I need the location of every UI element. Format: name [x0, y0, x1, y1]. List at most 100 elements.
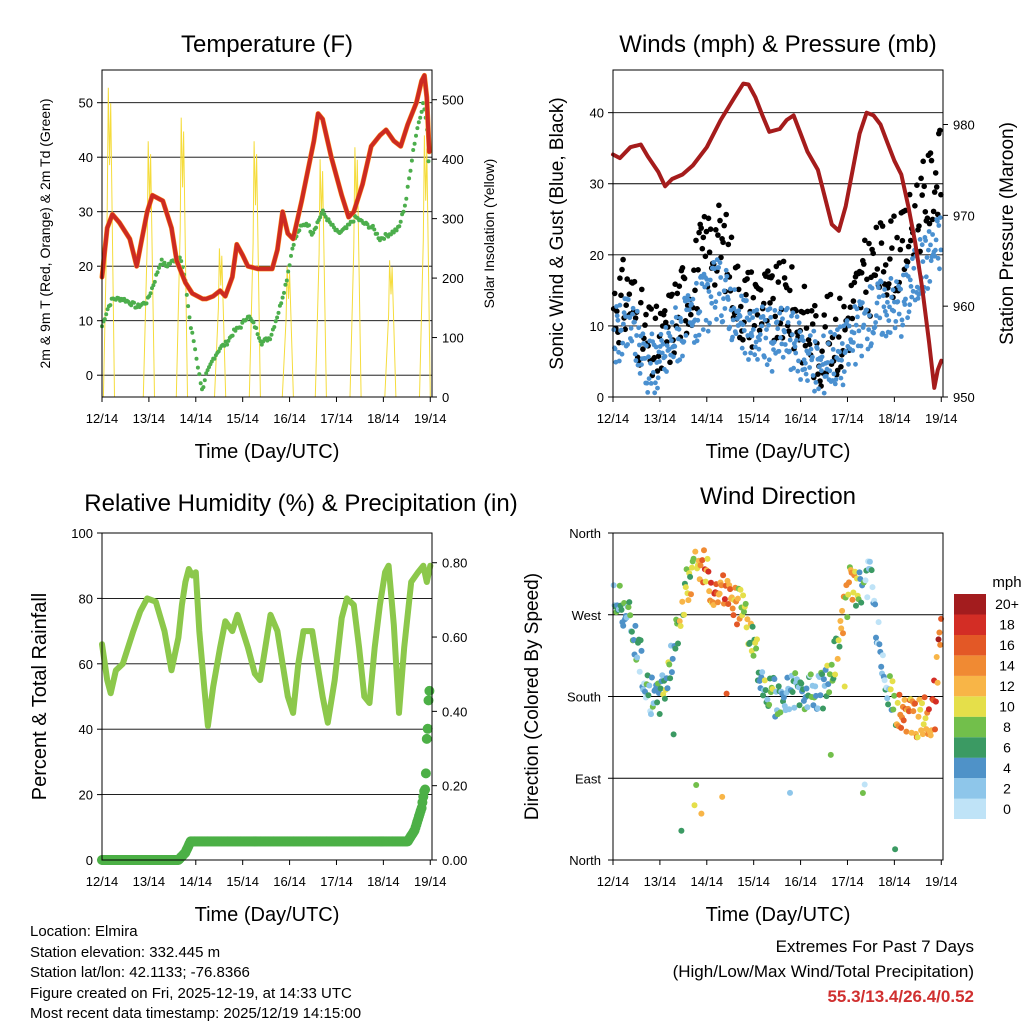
- sonic-wind-point: [805, 378, 810, 383]
- winds-xtick-label: 17/14: [831, 411, 864, 426]
- dewpoint-point: [416, 120, 421, 125]
- gust-point: [743, 291, 749, 298]
- gust-point: [899, 237, 906, 244]
- sonic-wind-point: [830, 347, 836, 352]
- gust-point: [744, 276, 750, 282]
- direction-point: [759, 669, 766, 676]
- dewpoint-point: [370, 223, 375, 228]
- sonic-wind-point: [752, 352, 758, 358]
- direction-point: [873, 634, 879, 641]
- sonic-wind-point: [794, 314, 800, 320]
- gust-point: [648, 306, 654, 312]
- direction-ylabel: Direction (Colored By Speed): [522, 573, 543, 820]
- sonic-wind-point: [928, 258, 934, 264]
- sonic-wind-point: [740, 322, 746, 328]
- gust-point: [712, 282, 718, 288]
- precipitation-point: [420, 784, 431, 795]
- sonic-wind-point: [712, 305, 718, 310]
- humidity-line: [99, 562, 434, 729]
- dewpoint-point: [365, 222, 370, 227]
- sonic-wind-point: [737, 313, 743, 319]
- dewpoint-point: [198, 381, 203, 386]
- sonic-wind-point: [793, 350, 799, 356]
- sonic-wind-point: [937, 266, 942, 272]
- winds-ytick-label: 40: [590, 106, 604, 121]
- gust-point: [873, 224, 880, 231]
- direction-point: [878, 663, 885, 670]
- dewpoint-point: [415, 126, 420, 131]
- dewpoint-point: [404, 196, 409, 201]
- direction-point: [820, 676, 827, 683]
- sonic-wind-point: [871, 330, 876, 336]
- dewpoint-point: [320, 208, 325, 213]
- sonic-wind-point: [672, 344, 678, 349]
- sonic-wind-point: [909, 294, 915, 300]
- direction-point: [676, 618, 683, 625]
- gust-point: [640, 346, 646, 352]
- sonic-wind-point: [935, 218, 940, 224]
- direction-point: [826, 689, 833, 696]
- humidity-xtick-label: 18/14: [367, 874, 400, 889]
- sonic-wind-point: [649, 331, 655, 337]
- direction-point: [690, 555, 697, 562]
- dewpoint-point: [179, 259, 184, 264]
- sonic-wind-point: [807, 333, 813, 338]
- direction-point: [838, 625, 845, 632]
- gust-point: [654, 368, 661, 374]
- sonic-wind-point: [746, 357, 751, 362]
- gust-point: [789, 264, 795, 270]
- gust-point: [889, 245, 895, 251]
- sonic-wind-point: [823, 373, 829, 379]
- direction-point: [884, 695, 891, 702]
- latlon-text: Station lat/lon: 42.1133; -76.8366: [30, 964, 250, 981]
- direction-point: [697, 562, 704, 569]
- sonic-wind-point: [802, 366, 808, 372]
- sonic-wind-point: [771, 339, 777, 345]
- gust-point: [769, 273, 775, 279]
- humidity-xtick-label: 19/14: [414, 874, 447, 889]
- sonic-wind-point: [667, 333, 673, 339]
- dewpoint-point: [273, 319, 278, 324]
- sonic-wind-point: [933, 237, 939, 243]
- direction-point: [669, 655, 676, 662]
- sonic-wind-point: [887, 330, 893, 335]
- direction-point: [710, 602, 717, 608]
- direction-ytick-label: West: [572, 608, 602, 623]
- gust-point: [838, 364, 844, 370]
- gust-point: [738, 303, 744, 310]
- temperature-ytick-label: 0: [86, 368, 93, 383]
- direction-point: [657, 685, 664, 692]
- direction-point: [850, 589, 857, 596]
- sonic-wind-point: [664, 343, 670, 348]
- direction-point: [743, 624, 750, 631]
- gust-point: [931, 189, 938, 195]
- direction-point: [666, 661, 673, 668]
- direction-point: [771, 676, 778, 682]
- sonic-wind-point: [782, 329, 787, 335]
- direction-point: [910, 708, 917, 715]
- winds-xtick-label: 15/14: [737, 411, 770, 426]
- sonic-wind-point: [900, 322, 906, 328]
- colorbar-swatch: [954, 655, 986, 676]
- gust-point: [772, 313, 778, 320]
- sonic-wind-point: [750, 327, 756, 332]
- direction-point: [894, 699, 901, 706]
- gust-point: [928, 157, 935, 164]
- station-info: Location: Elmira Station elevation: 332.…: [30, 922, 361, 1025]
- colorbar-swatch: [954, 798, 986, 819]
- direction-point: [637, 637, 644, 644]
- direction-ytick-label: East: [575, 771, 601, 786]
- sonic-wind-point: [637, 371, 643, 376]
- sonic-wind-point: [880, 330, 885, 336]
- direction-point: [862, 577, 869, 584]
- sonic-wind-point: [618, 327, 624, 333]
- temperature-xlabel: Time (Day/UTC): [195, 441, 340, 463]
- sonic-wind-point: [869, 285, 875, 291]
- precipitation-point: [423, 695, 434, 706]
- temperature-xtick-label: 16/14: [273, 411, 306, 426]
- sonic-wind-point: [794, 337, 799, 343]
- dewpoint-point: [162, 260, 167, 265]
- direction-point: [891, 692, 898, 699]
- extremes-box: Extremes For Past 7 Days (High/Low/Max W…: [673, 934, 974, 1009]
- gust-point: [827, 291, 834, 298]
